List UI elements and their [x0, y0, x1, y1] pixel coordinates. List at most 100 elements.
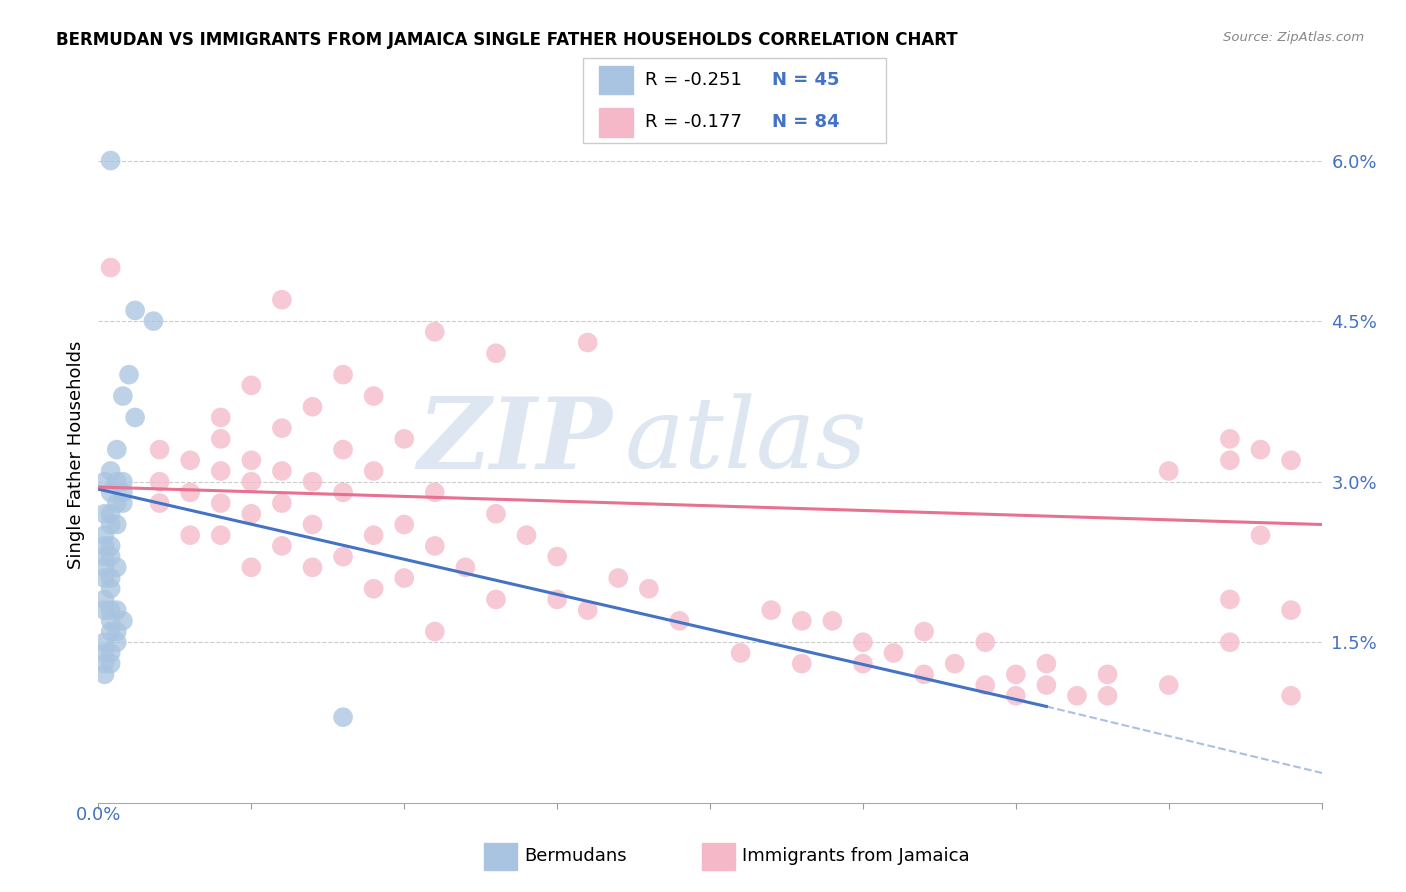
Point: [209, 464, 232, 478]
Point: [111, 475, 134, 489]
Point: [93, 560, 115, 574]
Point: [1066, 689, 1088, 703]
Point: [883, 646, 905, 660]
Point: [332, 442, 354, 457]
Point: [1157, 678, 1180, 692]
Point: [93, 657, 115, 671]
Point: [179, 453, 201, 467]
Point: [100, 464, 122, 478]
Point: [105, 603, 128, 617]
Point: [363, 582, 385, 596]
Text: Source: ZipAtlas.com: Source: ZipAtlas.com: [1223, 31, 1364, 45]
Point: [100, 507, 122, 521]
Text: R = -0.251: R = -0.251: [645, 71, 742, 89]
Point: [93, 528, 115, 542]
Point: [270, 464, 292, 478]
Text: atlas: atlas: [624, 393, 868, 489]
Point: [301, 517, 323, 532]
Point: [270, 293, 292, 307]
Point: [1157, 464, 1180, 478]
Point: [1097, 689, 1119, 703]
Point: [1249, 442, 1271, 457]
Point: [100, 614, 122, 628]
Point: [105, 624, 128, 639]
Point: [209, 432, 232, 446]
Point: [974, 678, 997, 692]
Point: [1004, 667, 1026, 681]
Point: [209, 410, 232, 425]
Point: [485, 592, 508, 607]
Point: [423, 485, 446, 500]
Point: [100, 260, 122, 275]
Point: [93, 646, 115, 660]
Point: [607, 571, 630, 585]
Point: [974, 635, 997, 649]
Point: [100, 571, 122, 585]
Point: [111, 389, 134, 403]
Point: [149, 475, 172, 489]
Point: [852, 635, 875, 649]
Point: [730, 646, 752, 660]
Point: [270, 421, 292, 435]
Point: [100, 485, 122, 500]
Point: [485, 346, 508, 360]
Point: [105, 560, 128, 574]
Point: [1097, 667, 1119, 681]
Point: [209, 528, 232, 542]
Point: [93, 475, 115, 489]
Point: [912, 667, 935, 681]
Point: [1035, 657, 1057, 671]
Text: 0.0%: 0.0%: [76, 806, 121, 824]
Point: [790, 657, 813, 671]
Text: ZIP: ZIP: [418, 392, 612, 489]
Point: [105, 635, 128, 649]
Point: [392, 517, 416, 532]
Point: [392, 571, 416, 585]
Point: [1279, 689, 1302, 703]
Point: [100, 517, 122, 532]
Point: [821, 614, 844, 628]
Point: [93, 549, 115, 564]
Point: [1219, 432, 1241, 446]
Point: [546, 549, 568, 564]
Point: [240, 507, 263, 521]
Point: [124, 410, 146, 425]
Point: [93, 571, 115, 585]
Point: [240, 560, 263, 574]
Point: [93, 635, 115, 649]
Point: [111, 496, 134, 510]
Text: BERMUDAN VS IMMIGRANTS FROM JAMAICA SINGLE FATHER HOUSEHOLDS CORRELATION CHART: BERMUDAN VS IMMIGRANTS FROM JAMAICA SING…: [56, 31, 957, 49]
Text: N = 84: N = 84: [772, 113, 839, 131]
Point: [111, 485, 134, 500]
Point: [105, 475, 128, 489]
Point: [100, 153, 122, 168]
Point: [124, 303, 146, 318]
Point: [363, 464, 385, 478]
Point: [1279, 453, 1302, 467]
Point: [454, 560, 477, 574]
Point: [93, 603, 115, 617]
Point: [576, 335, 599, 350]
Point: [179, 485, 201, 500]
Point: [270, 539, 292, 553]
Point: [332, 368, 354, 382]
Point: [93, 539, 115, 553]
Y-axis label: Single Father Households: Single Father Households: [66, 341, 84, 569]
Point: [423, 325, 446, 339]
Text: Immigrants from Jamaica: Immigrants from Jamaica: [742, 847, 970, 865]
Point: [1219, 635, 1241, 649]
Point: [576, 603, 599, 617]
Point: [546, 592, 568, 607]
Point: [790, 614, 813, 628]
Point: [1249, 528, 1271, 542]
Text: N = 45: N = 45: [772, 71, 839, 89]
Point: [423, 539, 446, 553]
Point: [332, 549, 354, 564]
Point: [100, 646, 122, 660]
Point: [1219, 453, 1241, 467]
Point: [105, 442, 128, 457]
Point: [100, 603, 122, 617]
Point: [270, 496, 292, 510]
Point: [363, 528, 385, 542]
Text: Bermudans: Bermudans: [524, 847, 627, 865]
